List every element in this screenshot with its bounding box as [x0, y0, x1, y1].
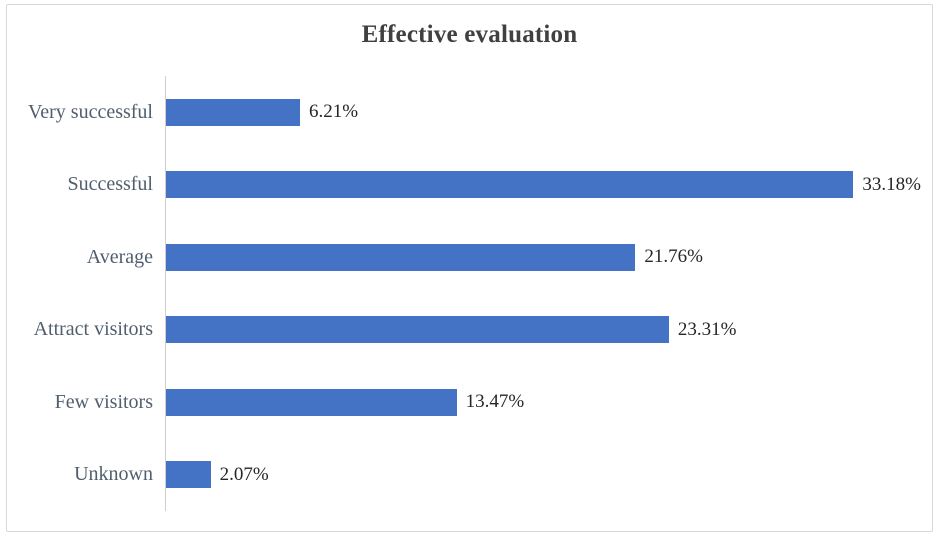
- bar: [166, 388, 457, 416]
- bars-group: Very successful 6.21% Successful 33.18% Aver…: [7, 76, 921, 511]
- bar-track: 2.07%: [166, 461, 921, 489]
- value-label: 23.31%: [677, 318, 737, 340]
- chart-row: Average 21.76%: [7, 221, 921, 294]
- bar: [166, 461, 211, 489]
- category-label: Unknown: [74, 463, 153, 486]
- chart-row: Attract visitors 23.31%: [7, 294, 921, 367]
- bar-track: 33.18%: [166, 171, 921, 199]
- bar-track: 13.47%: [166, 388, 921, 416]
- value-label: 13.47%: [465, 391, 525, 413]
- bar: [166, 316, 669, 344]
- bar: [166, 171, 854, 199]
- chart-row: Unknown 2.07%: [7, 439, 921, 512]
- category-label: Attract visitors: [33, 318, 153, 341]
- value-label: 33.18%: [862, 173, 921, 195]
- bar-track: 6.21%: [166, 98, 921, 126]
- bar-track: 21.76%: [166, 243, 921, 271]
- chart-row: Very successful 6.21%: [7, 76, 921, 149]
- bar: [166, 243, 636, 271]
- chart-row: Successful 33.18%: [7, 149, 921, 222]
- bar: [166, 98, 300, 126]
- category-axis-line: [165, 76, 166, 511]
- value-label: 6.21%: [308, 101, 359, 123]
- chart-title: Effective evaluation: [361, 21, 578, 48]
- value-label: 2.07%: [219, 463, 269, 485]
- chart-frame: Effective evaluation Very successful 6.21…: [6, 4, 933, 532]
- category-label: Very successful: [28, 100, 153, 123]
- chart-row: Few visitors 13.47%: [7, 366, 921, 439]
- bar-track: 23.31%: [166, 316, 921, 344]
- category-label: Successful: [67, 173, 153, 196]
- plot-area: Very successful 6.21% Successful 33.18% Aver…: [7, 76, 921, 511]
- category-label: Few visitors: [54, 390, 153, 413]
- value-label: 21.76%: [644, 246, 703, 268]
- category-label: Average: [86, 245, 153, 268]
